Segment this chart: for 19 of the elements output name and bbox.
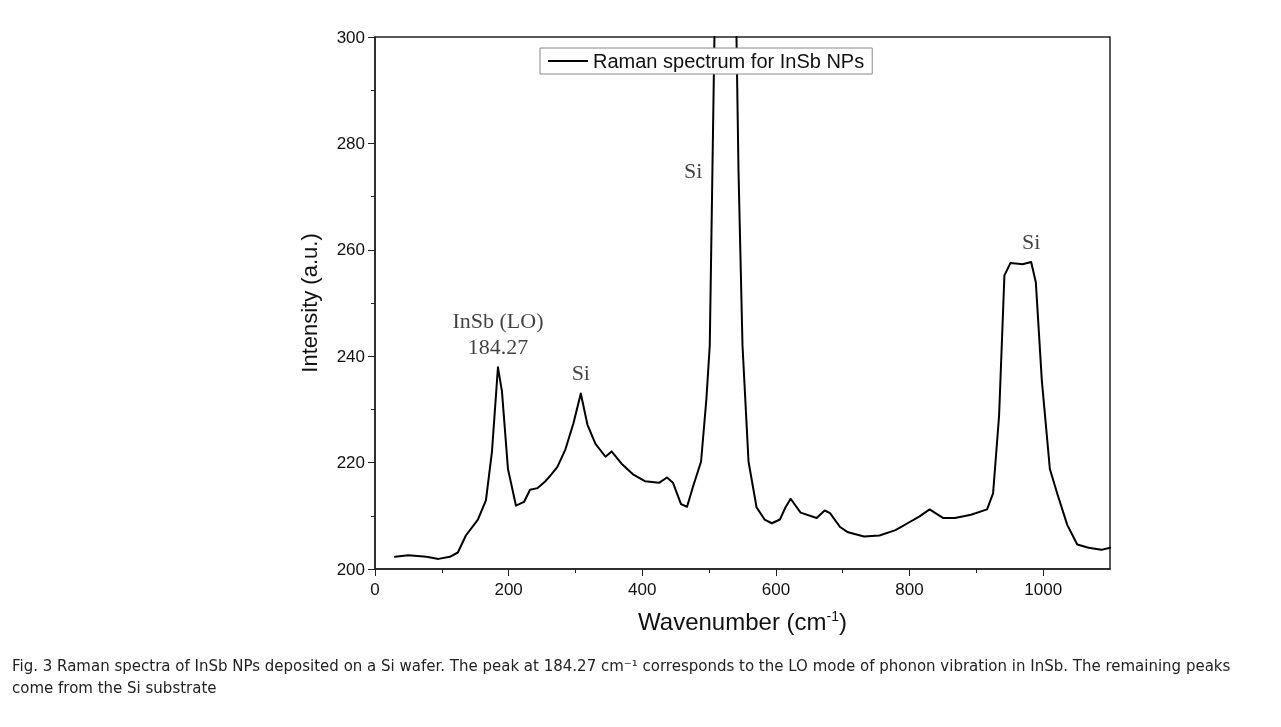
legend-label: Raman spectrum for InSb NPs [593,50,865,72]
x-tick-label: 800 [895,580,924,599]
y-tick-label: 200 [336,559,365,579]
annotation: Si [684,157,703,183]
x-tick-label: 1000 [1024,580,1063,599]
y-tick-label: 300 [336,27,365,47]
annotation: Si [571,359,590,385]
annotation: InSb (LO) 184.27 [452,307,544,359]
y-tick-label: 240 [336,346,365,366]
annotation: Si [1021,228,1041,254]
y-tick-label: 220 [336,453,365,473]
caption: Fig. 3 Raman spectra of InSb NPs deposited on a Si wafer. The peak at 184.27 cm⁻¹ corresponds to the LO mode of phonon vibration in InSb. The remaining peaks come from the Si substrate [12,656,1232,699]
x-tick-label: 0 [370,580,380,599]
y-axis-title: Intensity (a.u.) [296,233,322,373]
x-tick-label: 400 [628,580,657,599]
y-tick-label: 260 [336,240,365,260]
x-tick-label: 200 [494,580,523,599]
x-tick-label: 600 [761,580,791,599]
y-tick-label: 280 [336,133,365,153]
